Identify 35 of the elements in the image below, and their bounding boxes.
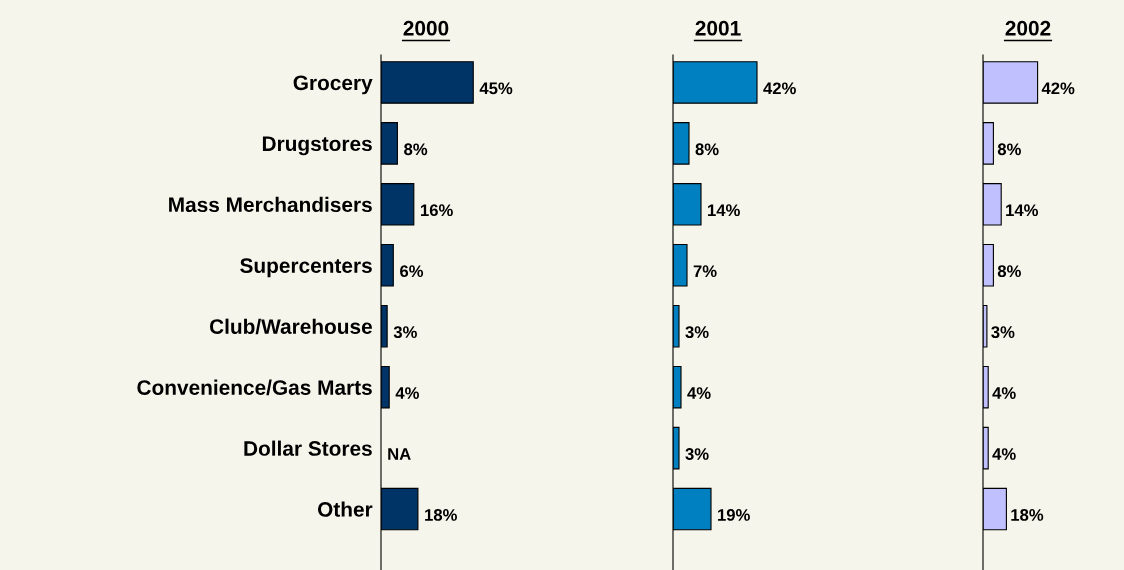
- data-label: 19%: [718, 509, 750, 521]
- data-label: 6%: [400, 265, 424, 278]
- data-label: 8%: [997, 265, 1021, 278]
- data-label: 3%: [393, 326, 417, 339]
- text: NA: [388, 448, 411, 460]
- data-label: 4%: [395, 387, 419, 399]
- y-tick-label: Convenience/Gas Marts: [137, 379, 372, 396]
- data-label: 18%: [425, 509, 457, 521]
- data-label: 8%: [404, 143, 428, 156]
- data-label: 3%: [991, 326, 1015, 339]
- data-label: 14%: [1006, 204, 1039, 217]
- y-tick-label: Grocery: [293, 75, 373, 95]
- data-label: 3%: [685, 448, 709, 460]
- data-label: 4%: [992, 448, 1016, 460]
- data-label: 16%: [421, 204, 453, 217]
- chart-title: 2000: [403, 20, 449, 36]
- y-tick-label: Other: [317, 501, 373, 517]
- data-label: 4%: [992, 387, 1016, 399]
- y-tick-label: Club/Warehouse: [209, 318, 372, 335]
- data-label: 14%: [708, 204, 740, 217]
- data-label: 18%: [1011, 509, 1044, 521]
- y-tick-label: Drugstores: [262, 136, 372, 156]
- data-label: 8%: [997, 143, 1021, 156]
- y-tick-label: Dollar Stores: [244, 440, 372, 456]
- data-label: 8%: [695, 143, 719, 156]
- data-label: 42%: [763, 82, 796, 95]
- y-tick-label: Mass Merchandisers: [169, 196, 372, 213]
- data-label: 45%: [479, 82, 513, 95]
- chart-title: 2001: [695, 20, 741, 36]
- chart-title: 2002: [1005, 20, 1051, 36]
- data-label: 3%: [685, 326, 709, 339]
- data-label: 7%: [693, 265, 717, 278]
- y-tick-label: Supercenters: [240, 258, 372, 278]
- data-label: 42%: [1041, 82, 1075, 95]
- data-label: 4%: [687, 387, 711, 399]
